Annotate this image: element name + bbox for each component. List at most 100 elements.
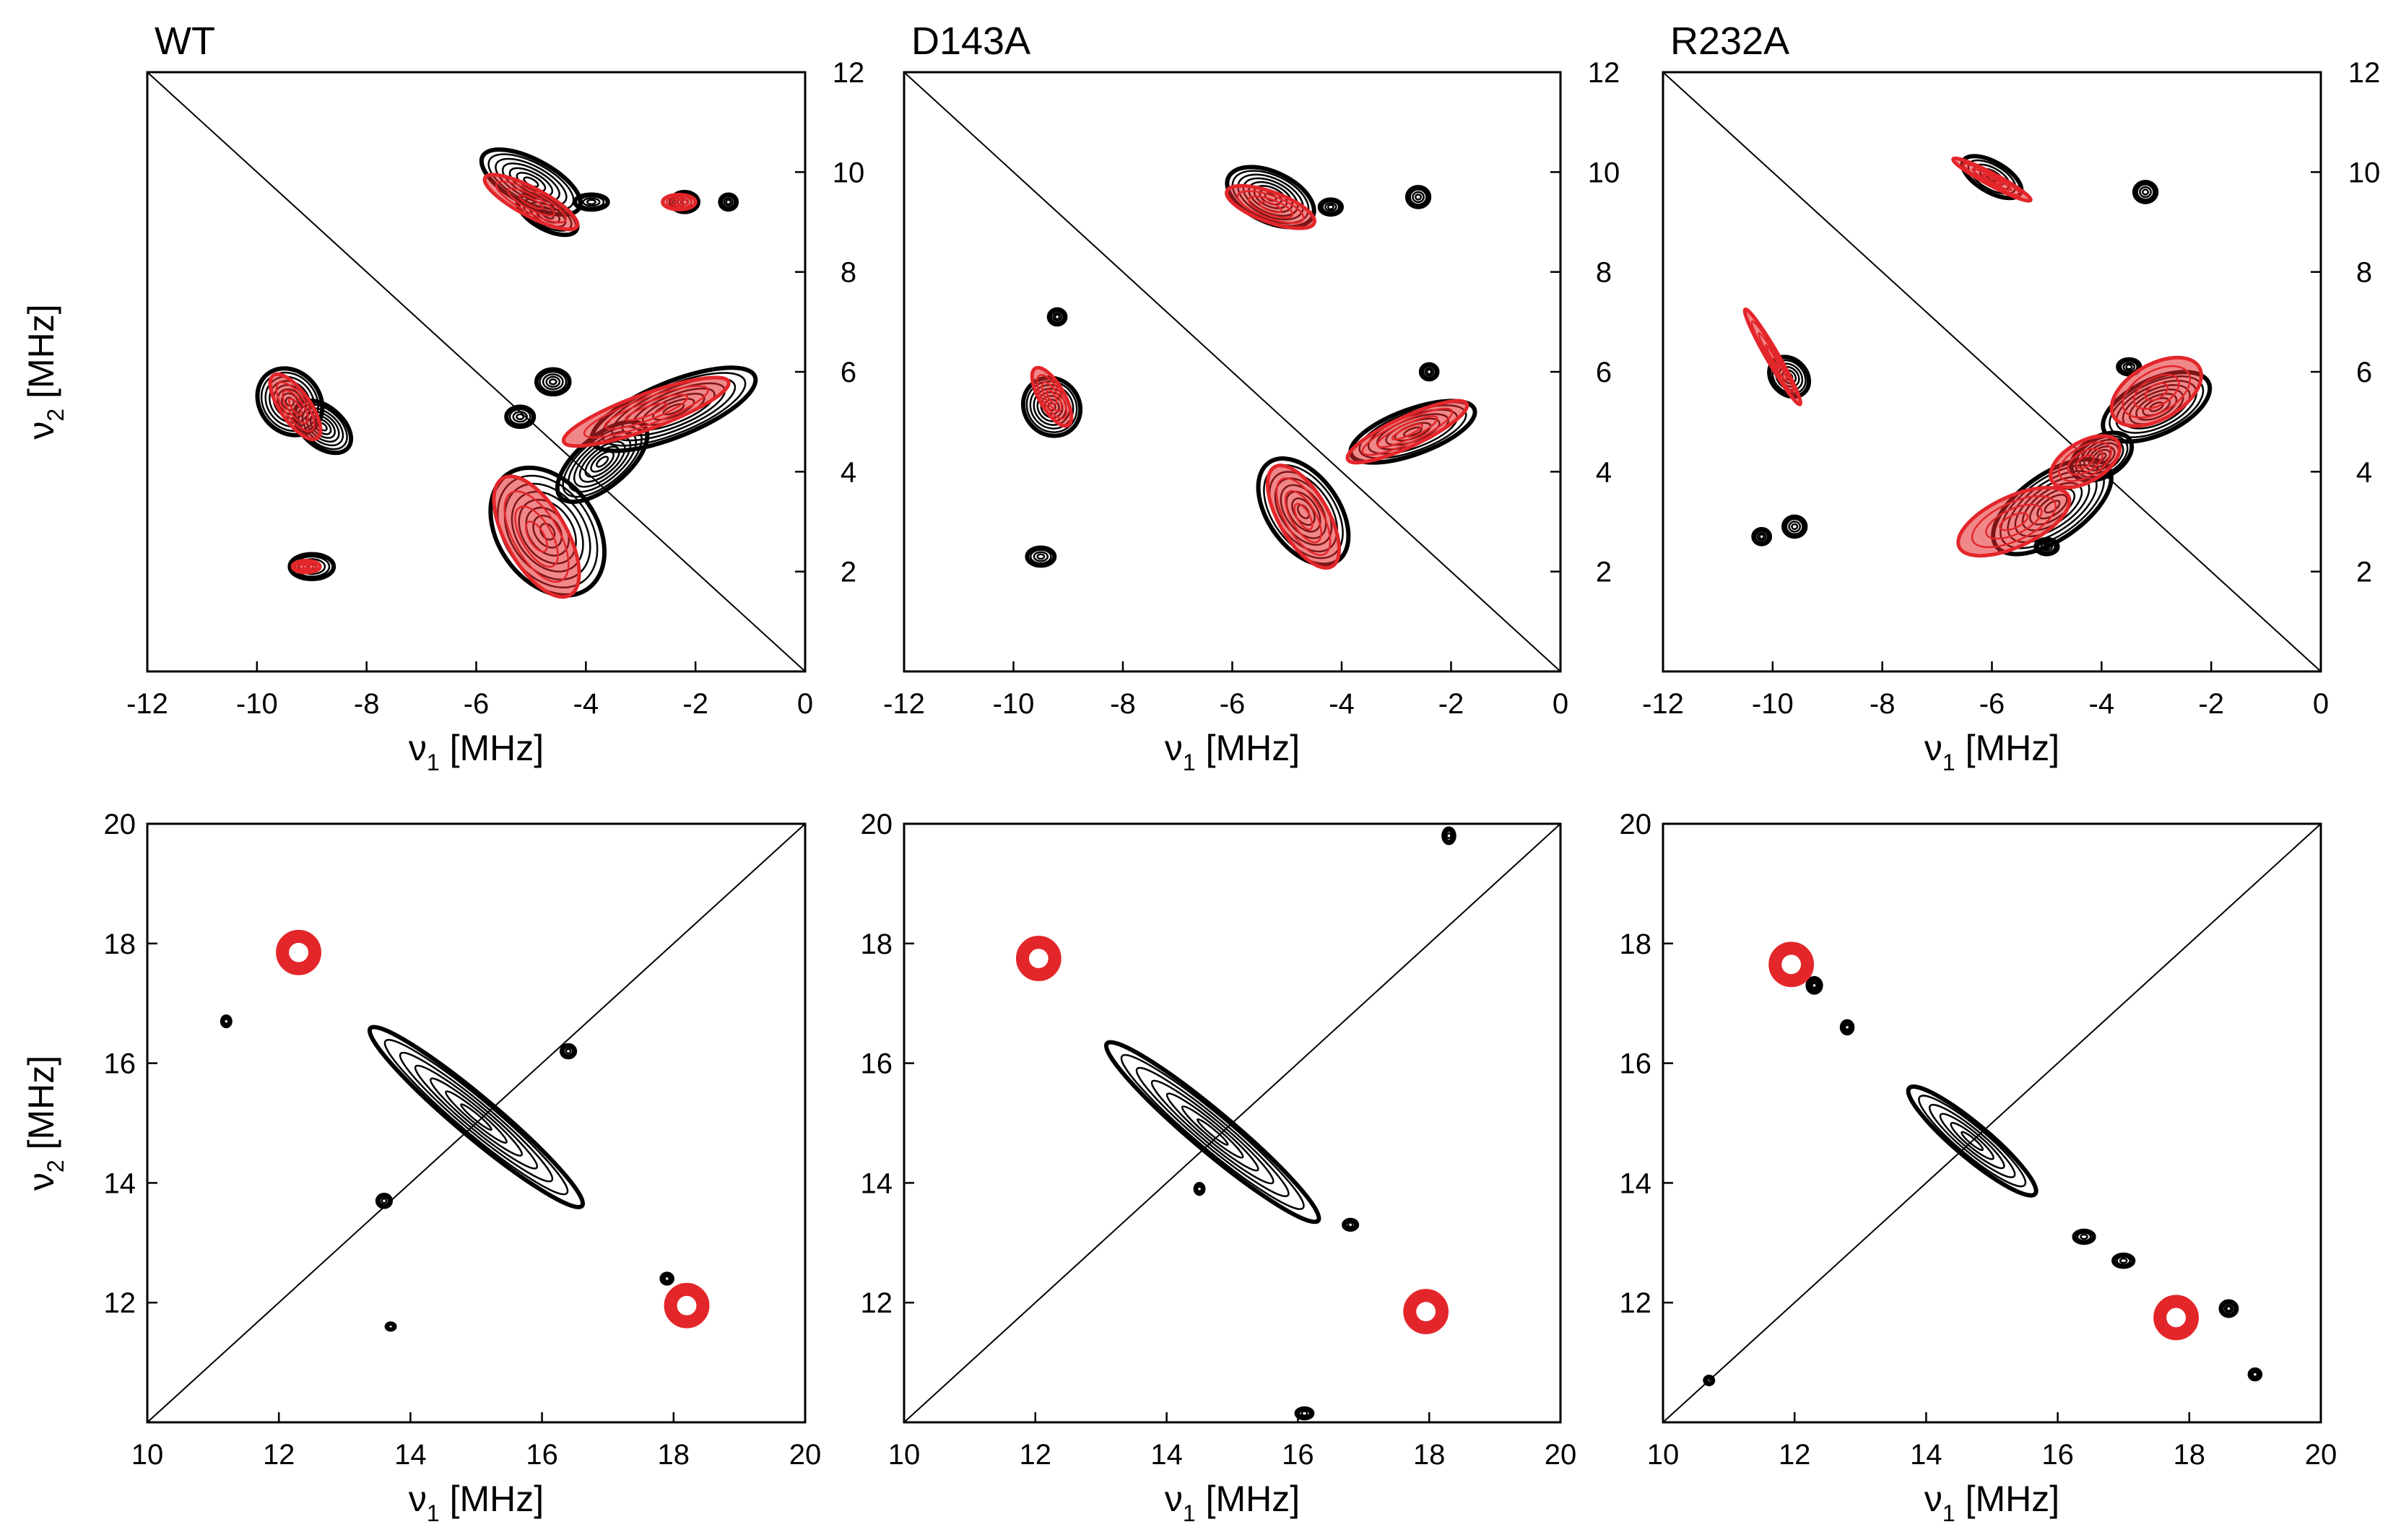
panel-title: D143A [911, 19, 1030, 63]
svg-text:ν2 [MHz]: ν2 [MHz] [21, 304, 69, 439]
svg-text:ν1 [MHz]: ν1 [MHz] [1165, 1479, 1300, 1526]
y-tick-label: 20 [1620, 809, 1652, 840]
y-tick-label: 12 [104, 1287, 136, 1319]
panel-2: -12 -10 -8 -6 -4 -2 0 2 4 6 8 10 12 D143A ν1 [MHz] [883, 19, 1620, 775]
experimental-contour-5 [1193, 1182, 1206, 1196]
experimental-contour-7 [1404, 185, 1432, 209]
y-tick-label: 20 [104, 809, 136, 840]
svg-text:ν1 [MHz]: ν1 [MHz] [409, 1479, 544, 1526]
y-tick-label: 2 [841, 557, 856, 588]
anti-diagonal-line [1663, 72, 2321, 671]
y-tick-label: 12 [833, 57, 865, 89]
experimental-contour-3 [1839, 1019, 1855, 1036]
x-axis-label: ν1 [MHz] [1924, 1479, 2059, 1526]
experimental-contour-9 [573, 192, 610, 212]
x-tick-label: -2 [2198, 688, 2224, 720]
plot-area [1663, 824, 2321, 1422]
x-tick-label: 0 [2313, 688, 2329, 720]
x-tick-label: -8 [354, 688, 380, 720]
anti-diagonal-line [904, 72, 1560, 671]
y-tick-label: 18 [1620, 928, 1652, 960]
x-tick-label: -10 [993, 688, 1035, 720]
x-axis-label: ν1 [MHz] [1924, 728, 2059, 775]
x-tick-label: 14 [1910, 1439, 1942, 1471]
y-tick-label: 20 [861, 809, 893, 840]
experimental-contour-4 [220, 1014, 233, 1029]
x-tick-label: 18 [2174, 1439, 2206, 1471]
x-tick-label: 14 [1150, 1439, 1183, 1471]
x-tick-label: 14 [394, 1439, 427, 1471]
y-axis-label: ν2 [MHz] [21, 304, 69, 439]
experimental-contour-5 [659, 1271, 674, 1286]
simulated-contour-5 [661, 192, 698, 212]
x-tick-label: -10 [236, 688, 278, 720]
experimental-contour-1 [367, 1025, 586, 1209]
plot-area [1663, 72, 2321, 671]
x-tick-label: -8 [1870, 688, 1896, 720]
experimental-contour-6 [1317, 197, 1344, 217]
experimental-contour-7 [2247, 1367, 2263, 1382]
y-tick-label: 16 [1620, 1048, 1652, 1080]
x-tick-label: 10 [131, 1439, 164, 1471]
x-tick-label: -10 [1752, 688, 1794, 720]
y-tick-label: 10 [833, 157, 865, 188]
y-tick-label: 10 [2348, 157, 2381, 188]
simulated-contour-1 [1951, 156, 2033, 203]
y-tick-label: 8 [2356, 257, 2372, 289]
simulated-contour-5 [2049, 434, 2122, 490]
x-tick-label: 10 [1647, 1439, 1680, 1471]
y-tick-label: 8 [841, 257, 856, 289]
simulated-contour-2 [1030, 365, 1074, 428]
plot-area [147, 824, 805, 1422]
experimental-contour-10 [2033, 536, 2060, 557]
simulated-contour-6 [290, 558, 322, 575]
y-tick-label: 12 [1588, 57, 1620, 89]
x-tick-label: 20 [789, 1439, 822, 1471]
experimental-contour-8 [1781, 514, 1808, 539]
x-tick-label: 12 [1779, 1439, 1811, 1471]
simulated-ring-2 [2153, 1295, 2199, 1341]
experimental-contour-12 [504, 404, 537, 430]
experimental-contour-4 [2072, 1228, 2096, 1245]
plot-frame [1662, 822, 2322, 1424]
x-tick-label: -6 [1220, 688, 1246, 720]
y-tick-label: 4 [1596, 456, 1612, 488]
y-tick-label: 14 [104, 1167, 136, 1199]
x-tick-label: -4 [2089, 688, 2115, 720]
y-tick-label: 12 [861, 1287, 893, 1319]
panel-1: -12 -10 -8 -6 -4 -2 0 2 4 6 8 10 12 WT ν1 [MHz] ν2 [MHz… [21, 19, 864, 775]
simulated-contour-4 [2109, 355, 2203, 428]
simulated-contour-1 [1225, 183, 1316, 230]
y-axis-label: ν2 [MHz] [21, 1056, 69, 1191]
experimental-contour-6 [384, 1321, 397, 1332]
experimental-contour-9 [1751, 526, 1773, 547]
experimental-contour-5 [1025, 545, 1057, 568]
x-tick-label: -2 [1438, 688, 1464, 720]
plot-area [904, 824, 1560, 1422]
plot-area [147, 72, 805, 671]
simulated-ring-2 [664, 1282, 710, 1328]
panel-3: -12 -10 -8 -6 -4 -2 0 2 4 6 8 10 12 R232A ν1 [MHz] [1642, 19, 2380, 775]
x-tick-label: -8 [1110, 688, 1136, 720]
x-tick-label: -12 [883, 688, 925, 720]
simulated-contour-1 [482, 173, 580, 232]
y-tick-label: 12 [2348, 57, 2381, 89]
panel-4: 10 12 14 16 18 20 12 14 16 18 20 ν1 [MHz] ν2 [MHz] [21, 809, 821, 1526]
y-tick-label: 14 [861, 1167, 893, 1199]
x-tick-label: 0 [797, 688, 813, 720]
x-tick-label: -12 [1642, 688, 1684, 720]
experimental-contour-3 [559, 1043, 578, 1060]
experimental-contour-7 [2132, 180, 2159, 204]
experimental-contour-1 [1906, 1084, 2039, 1198]
y-tick-label: 2 [1596, 557, 1612, 588]
y-tick-label: 10 [1588, 157, 1620, 188]
diagonal-line [1663, 824, 2321, 1422]
x-tick-label: 12 [263, 1439, 295, 1471]
diagonal-line [147, 824, 805, 1422]
experimental-contour-8 [1418, 362, 1440, 382]
panel-5: 10 12 14 16 18 20 12 14 16 18 20 ν1 [MHz] [861, 809, 1577, 1526]
y-tick-label: 6 [1596, 357, 1612, 388]
panel-title: R232A [1670, 19, 1789, 63]
y-tick-label: 12 [1620, 1287, 1652, 1319]
experimental-contour-4 [1441, 826, 1456, 845]
